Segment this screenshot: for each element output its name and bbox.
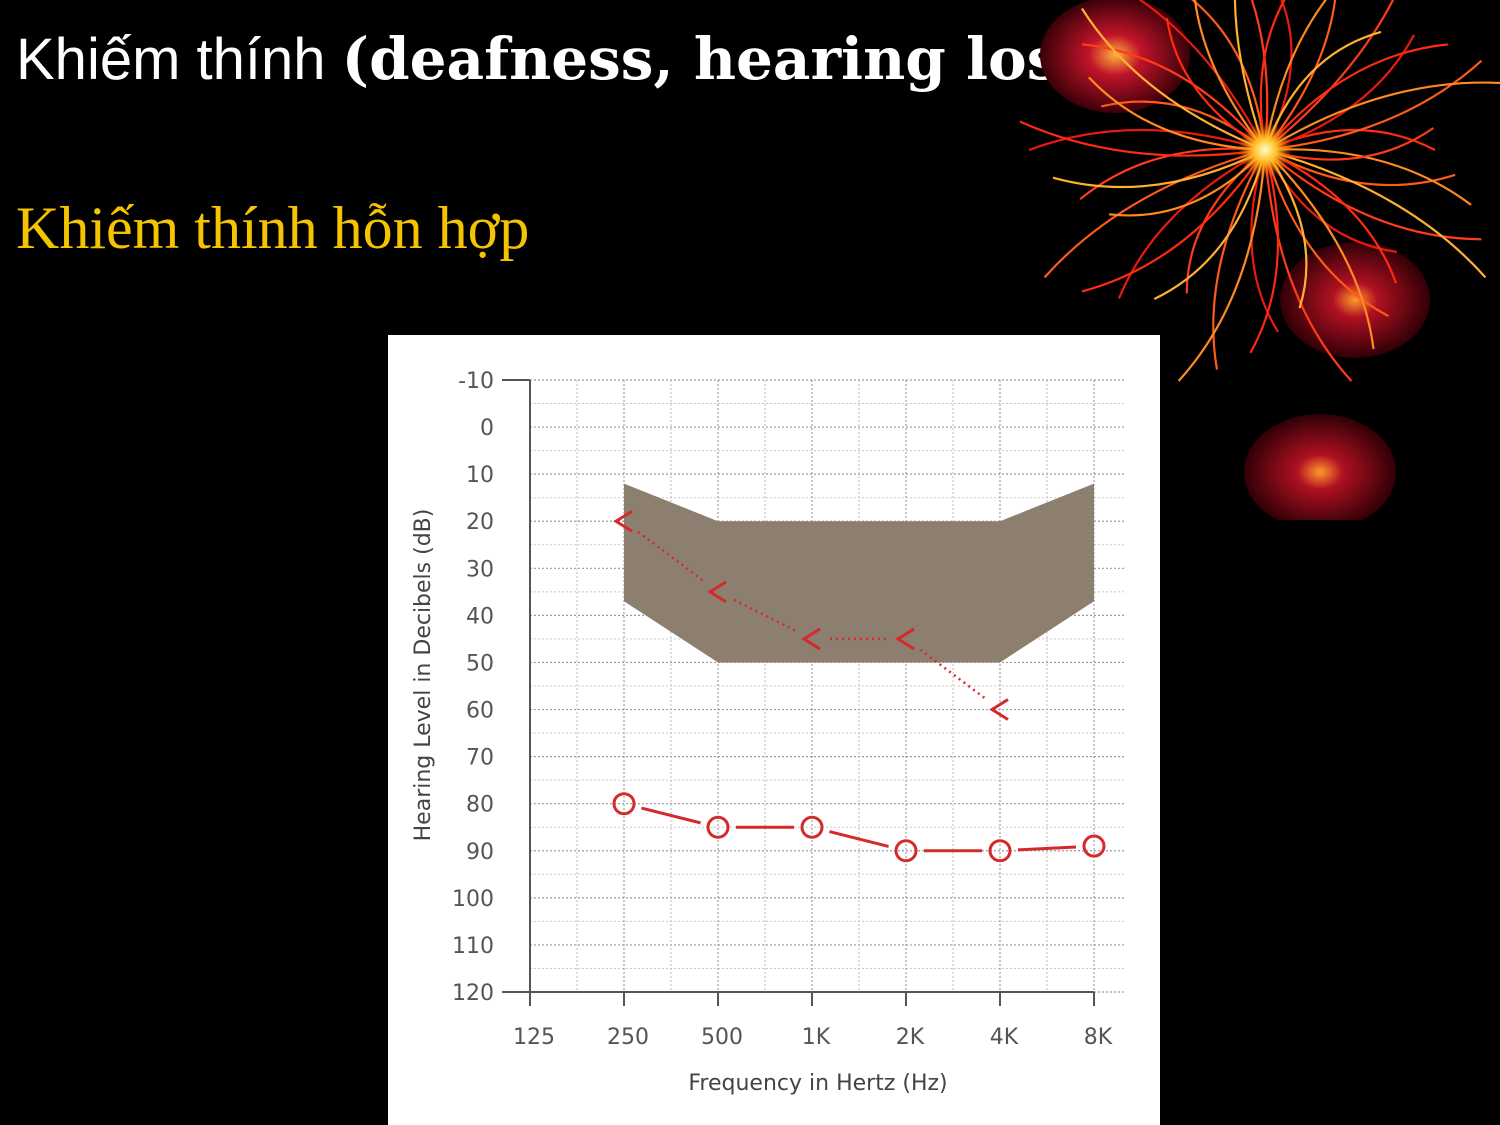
glow-orb-2 [1280,242,1430,358]
firework-ray [1263,0,1327,151]
y-tick-label: 100 [452,887,494,912]
y-tick-labels: -10 0 10 20 30 40 50 60 70 80 90 100 110 120 [452,369,494,1006]
data-point-circle [894,839,918,863]
firework-ray [1193,0,1266,151]
y-axis-label: Hearing Level in Decibels (dB) [411,509,436,842]
firework-ray [1264,0,1337,151]
firework-ray [1264,149,1482,241]
firework-ray [1082,43,1266,151]
firework-ray [1263,149,1389,318]
y-tick-label: 90 [466,840,494,865]
shaded-region [624,483,1094,663]
slide-subtitle: Khiếm thính hỗn hợp [16,195,530,261]
glow-orb-3 [1244,414,1396,520]
firework-ray [1264,149,1375,350]
data-point-circle [1082,834,1106,858]
firework-ray [1264,0,1395,151]
y-tick-label: 60 [466,699,494,724]
data-point-circle [988,839,1012,863]
chart-axes [502,379,1095,1006]
chart-series [612,509,1106,863]
firework-ray [1250,0,1269,151]
series-line-segment [641,806,701,825]
firework-core [1237,122,1293,178]
slide-title: Khiếm thính (deafness, hearing loss) [16,24,1119,95]
series-0 [613,509,1009,721]
y-tick-label: 80 [466,793,494,818]
firework-ray [1117,149,1266,299]
x-tick-label: 8K [1084,1025,1113,1050]
firework-ray [1264,43,1448,151]
firework-ray [1264,148,1487,279]
series-line-segment [829,830,889,848]
data-point-bracket [895,627,915,651]
y-tick-label: 50 [466,651,494,676]
speech-banana-region [624,483,1094,663]
firework-ray [1249,149,1280,354]
x-tick-labels: 125 250 500 1K 2K 4K 8K [513,1025,1113,1050]
y-tick-label: 20 [466,510,494,535]
y-tick-label: -10 [458,369,494,394]
y-tick-label: 10 [466,463,494,488]
firework-ray [1138,0,1266,151]
data-point-bracket [989,698,1009,721]
firework-ray [1020,120,1266,157]
data-point-circle [612,792,636,816]
y-tick-label: 110 [452,934,494,959]
slide-title-bold: (deafness, hearing loss) [341,25,1120,93]
firework-ray [1264,148,1472,206]
series-line-segment [1017,845,1077,852]
x-tick-label: 250 [607,1025,649,1050]
slide-title-plain: Khiếm thính [16,27,342,92]
audiogram-panel: -10 0 10 20 30 40 50 60 70 80 90 100 110 120 125 250 50… [388,335,1160,1125]
firework-burst-icon [1020,0,1500,520]
series-line-segment [919,648,987,700]
data-point-bracket [801,627,821,651]
firework-ray [1264,81,1500,151]
firework-ray [1264,59,1483,152]
firework-ray [1263,149,1353,382]
firework-ray [1052,149,1266,189]
data-point-bracket [707,580,727,604]
y-tick-label: 30 [466,557,494,582]
firework-ray [1081,149,1266,293]
firework-ray [1212,149,1266,370]
series-1 [612,792,1106,863]
y-tick-label: 0 [480,416,494,441]
glow-orb-1 [1040,0,1190,113]
audiogram-chart: -10 0 10 20 30 40 50 60 70 80 90 100 110 120 125 250 50… [411,369,1124,1096]
x-tick-label: 1K [802,1025,831,1050]
y-tick-label: 120 [452,981,494,1006]
firework-ray [1081,7,1266,152]
firework-ray [1043,148,1266,279]
firework-ray [1028,128,1266,152]
y-tick-label: 70 [466,746,494,771]
firework-ray [1233,0,1267,151]
x-tick-label: 4K [990,1025,1019,1050]
series-line-segment [637,531,705,583]
chart-grid [529,379,1124,993]
y-tick-label: 40 [466,604,494,629]
x-tick-label: 2K [896,1025,925,1050]
firework-ray [1177,149,1267,382]
data-point-circle [706,815,730,839]
x-axis-label: Frequency in Hertz (Hz) [688,1071,947,1096]
x-tick-label: 125 [513,1025,555,1050]
data-point-bracket [613,509,633,533]
data-point-circle [800,815,824,839]
x-tick-label: 500 [701,1025,743,1050]
